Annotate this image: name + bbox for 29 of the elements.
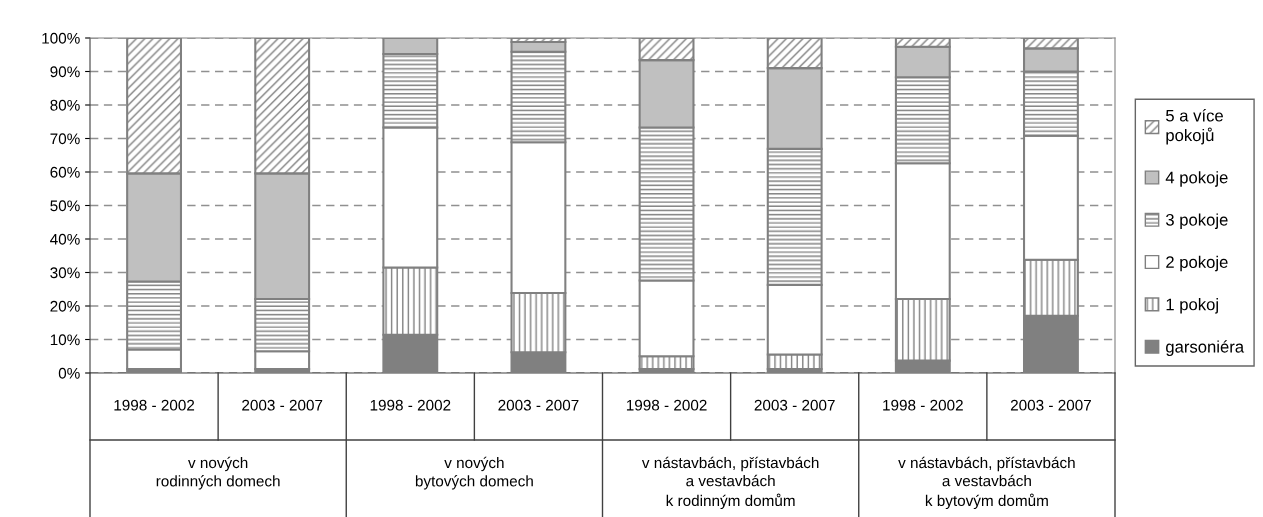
x-tick-label: 2003 - 2007 <box>1010 399 1091 411</box>
y-tick-label: 40% <box>50 233 80 245</box>
y-tick-label: 60% <box>50 166 80 178</box>
y-tick-label: 80% <box>50 99 80 111</box>
y-tick-label: 50% <box>50 200 80 212</box>
x-tick-label: 1998 - 2002 <box>626 399 707 411</box>
y-tick-label: 70% <box>50 133 80 145</box>
legend-label: garsoniéra <box>1166 340 1245 356</box>
x-tick-label: 2003 - 2007 <box>242 399 323 411</box>
y-tick-label: 0% <box>58 367 80 379</box>
text: v nástavbách, přístavbách a vestavbách k rodinným domům <box>641 456 819 510</box>
legend-label: 5 a více pokojů <box>1166 109 1223 145</box>
y-tick-label: 30% <box>50 267 80 279</box>
x-tick-label: 1998 - 2002 <box>883 399 963 411</box>
legend-label: 2 pokoje <box>1166 255 1228 272</box>
text: v nových bytových domech <box>415 456 533 490</box>
x-tick-label: 2003 - 2007 <box>498 399 579 411</box>
x-tick-label: 1998 - 2002 <box>114 399 195 411</box>
text: v nových rodinných domech <box>156 456 280 490</box>
y-tick-label: 20% <box>50 300 80 312</box>
y-tick-label: 100% <box>42 32 80 44</box>
legend-label: 3 pokoje <box>1165 213 1228 230</box>
legend-label: 4 pokoje <box>1165 171 1228 187</box>
y-tick-label: 10% <box>50 334 80 346</box>
text: v nástavbách, přístavbách a vestavbách k bytovým domům <box>898 456 1075 510</box>
x-tick-label: 2003 - 2007 <box>754 399 835 411</box>
x-tick-label: 1998 - 2002 <box>370 399 451 411</box>
legend-label: 1 pokoj <box>1166 298 1218 314</box>
y-tick-label: 90% <box>50 66 80 78</box>
